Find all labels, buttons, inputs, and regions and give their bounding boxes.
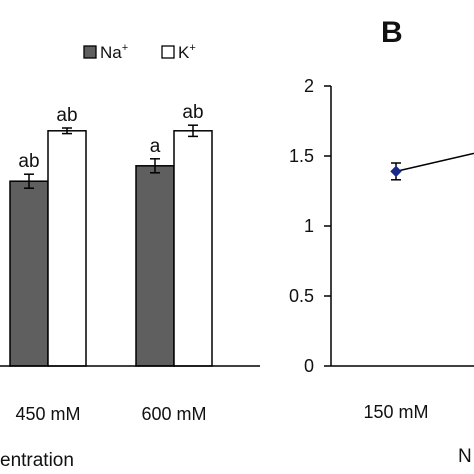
panel-b-line-chart: 0 0.5 1 1.5 2 150 mM B N	[289, 16, 474, 467]
legend-swatch	[83, 45, 97, 59]
x-tick-label: 450 mM	[15, 404, 80, 424]
x-tick-label: 600 mM	[141, 404, 206, 424]
y-tick-label: 0	[304, 356, 314, 376]
y-tick-label: 2	[304, 76, 314, 96]
x-axis-title: entration	[0, 450, 74, 471]
y-tick-label: 1.5	[289, 146, 314, 166]
significance-label: ab	[18, 151, 39, 172]
significance-label: a	[150, 136, 161, 157]
y-tick-label: 1	[304, 216, 314, 236]
y-tick-label: 0.5	[289, 286, 314, 306]
significance-label: ab	[56, 105, 77, 126]
bar	[9, 180, 49, 367]
legend-label: K+	[178, 42, 196, 62]
series-line	[395, 152, 474, 173]
legend-swatch	[161, 45, 175, 59]
x-axis-title: N	[458, 446, 472, 467]
panel-label: B	[381, 16, 403, 49]
bar	[173, 130, 213, 367]
data-point	[390, 165, 402, 178]
legend-label: Na+	[100, 42, 128, 62]
bar	[47, 130, 87, 367]
bar	[135, 165, 175, 367]
significance-label: ab	[182, 102, 203, 123]
x-tick-label: 150 mM	[363, 402, 428, 422]
